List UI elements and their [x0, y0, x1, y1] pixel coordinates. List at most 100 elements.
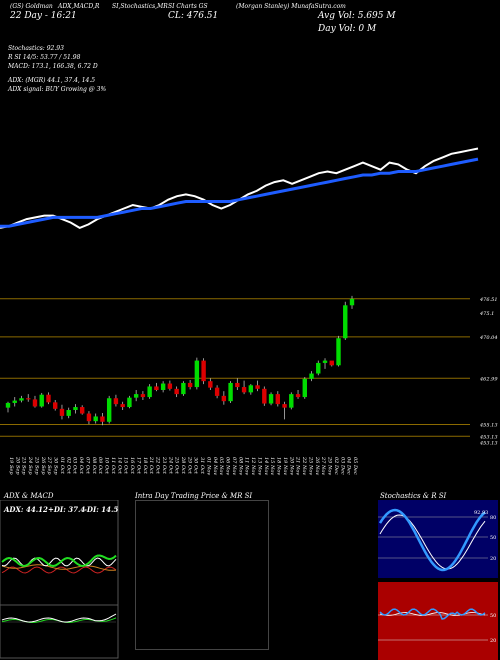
x-tick-label: 30 Sep — [53, 457, 59, 475]
candle-body — [86, 413, 92, 422]
candle-body — [349, 298, 355, 306]
x-tick-label: 02 Dec — [333, 457, 339, 475]
candle-body — [53, 402, 58, 409]
x-tick-label: 24 Oct — [167, 456, 173, 475]
candle-body — [106, 398, 112, 422]
x-tick-label: 13 Nov — [256, 457, 262, 475]
header-indicators-1: ADX,MACD,R — [58, 3, 100, 10]
x-tick-label: 09 Oct — [97, 457, 103, 475]
x-tick-label: 08 Nov — [237, 457, 243, 475]
candle-body — [187, 382, 193, 388]
rsi-signal-line — [379, 612, 486, 616]
stoch-tick-label: 80 — [490, 515, 496, 521]
candle-body — [275, 394, 281, 405]
x-tick-label: 29 Nov — [327, 456, 333, 475]
candle-body — [133, 394, 139, 398]
candle-body — [12, 400, 17, 403]
header-date: 22 Day - 16:21 — [10, 11, 77, 21]
candle-body — [268, 394, 274, 404]
rsi-panel-bg — [378, 582, 498, 660]
candle-body — [343, 305, 348, 339]
x-tick-label: 05 Dec — [352, 457, 358, 475]
x-tick-label: 15 Nov — [269, 457, 275, 475]
header-indicators-3: SI Charts GS — [168, 3, 208, 10]
x-tick-label: 08 Oct — [91, 457, 97, 475]
x-tick-label: 24 Sep — [27, 456, 33, 475]
adx-value-label: ADX: 44.12 — [3, 505, 48, 514]
stoch-panel-bg — [378, 500, 498, 578]
x-tick-label: 26 Nov — [314, 456, 320, 475]
x-tick-label: 27 Nov — [320, 456, 326, 475]
y-tick-label: 470.04 — [479, 335, 498, 341]
x-tick-label: 21 Nov — [295, 456, 301, 475]
stoch-value-label: 92.93 — [474, 510, 488, 516]
x-tick-label: 05 Nov — [218, 457, 224, 475]
x-tick-label: 29 Oct — [186, 456, 192, 475]
x-tick-label: 22 Oct — [155, 456, 161, 475]
candle-body — [160, 383, 166, 390]
candle-body — [39, 394, 44, 407]
x-tick-label: 21 Oct — [148, 456, 154, 475]
x-tick-label: 04 Dec — [346, 457, 352, 475]
price-candlestick-panel: 476.51 475.1 470.04 462.99 455.13 453.13453.1… — [0, 295, 498, 446]
x-tick-label: 20 Nov — [288, 456, 294, 475]
x-tick-label: 04 Oct — [78, 457, 84, 475]
stoch-rsi-panel: 80 50 20 50 20 92.93 — [378, 500, 498, 660]
x-tick-label: 10 Oct — [104, 457, 110, 475]
x-tick-label: 25 Oct — [174, 456, 180, 475]
candle-body — [214, 387, 220, 396]
candle-body — [5, 402, 11, 408]
header-close: CL: 476.51 — [168, 11, 219, 21]
candle-body — [289, 394, 294, 408]
header-indicators-2: SI,Stochastics,MR — [112, 3, 168, 10]
rsi-line — [379, 608, 486, 620]
candle-body — [181, 382, 186, 395]
stoch-rsi-title: Stochastics & R SI — [380, 492, 447, 500]
x-tick-label: 30 Oct — [193, 457, 199, 475]
candle-body — [32, 399, 38, 407]
x-tick-label: 03 Dec — [339, 457, 345, 475]
x-tick-label: 22 Nov — [301, 456, 307, 475]
candle-body — [329, 360, 334, 366]
adx-value-label: +DI: 37.4 — [48, 505, 85, 514]
x-tick-label: 02 Oct — [65, 457, 71, 475]
candle-body — [73, 407, 78, 410]
x-tick-label: 12 Nov — [250, 457, 256, 475]
intraday-title: Intra Day Trading Price & MR SI — [135, 492, 253, 500]
x-tick-label: 27 Sep — [46, 456, 52, 475]
candle-body — [282, 404, 287, 408]
x-tick-label: 18 Nov — [276, 457, 282, 475]
candle-body — [167, 383, 173, 389]
rsi-summary: R SI 14/5: 53.77 / 51.98 — [8, 54, 81, 61]
candle-body — [59, 408, 65, 416]
candle-body — [93, 416, 98, 422]
candle-body — [147, 386, 152, 398]
minus-di-line — [1, 566, 117, 574]
intraday-box — [135, 500, 269, 650]
adx-line — [1, 564, 117, 571]
candle-body — [295, 394, 301, 398]
rsi-tick-label: 20 — [490, 638, 496, 644]
y-tick-label: 453.13 — [479, 434, 498, 440]
x-tick-label: 01 Nov — [205, 457, 211, 475]
candle-body — [235, 382, 240, 388]
adx-macd-title: ADX & MACD — [4, 492, 54, 500]
header-company: (Morgan Stanley) MunafaSutra.com — [236, 3, 346, 10]
plus-di-line-white — [1, 557, 117, 567]
adx-signal: ADX signal: BUY Growing @ 3% — [8, 86, 107, 93]
x-tick-label: 18 Oct — [142, 457, 148, 475]
candle-body — [19, 398, 24, 401]
moving-average-panel — [0, 147, 479, 230]
x-tick-label: 26 Sep — [40, 456, 46, 475]
candle-body — [194, 360, 200, 388]
candle-body — [154, 386, 159, 390]
candle-body — [46, 394, 51, 403]
candle-body — [241, 387, 247, 393]
x-tick-label: 19 Sep — [8, 457, 14, 475]
x-tick-label: 14 Nov — [263, 457, 269, 475]
y-tick-label: 455.13 — [479, 423, 498, 429]
x-tick-label: 11 Oct — [110, 457, 116, 475]
x-tick-label: 19 Nov — [282, 457, 288, 475]
candle-body — [66, 410, 71, 416]
